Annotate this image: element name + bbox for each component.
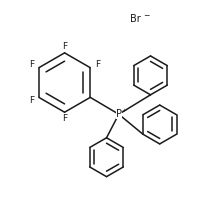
- Text: F: F: [29, 60, 34, 69]
- Text: F: F: [62, 42, 67, 51]
- Text: F: F: [62, 114, 67, 123]
- Text: F: F: [95, 60, 100, 69]
- Text: F: F: [29, 96, 34, 105]
- Text: +: +: [121, 108, 127, 113]
- Text: P: P: [116, 109, 122, 119]
- Text: −: −: [143, 11, 150, 20]
- Text: Br: Br: [130, 14, 141, 24]
